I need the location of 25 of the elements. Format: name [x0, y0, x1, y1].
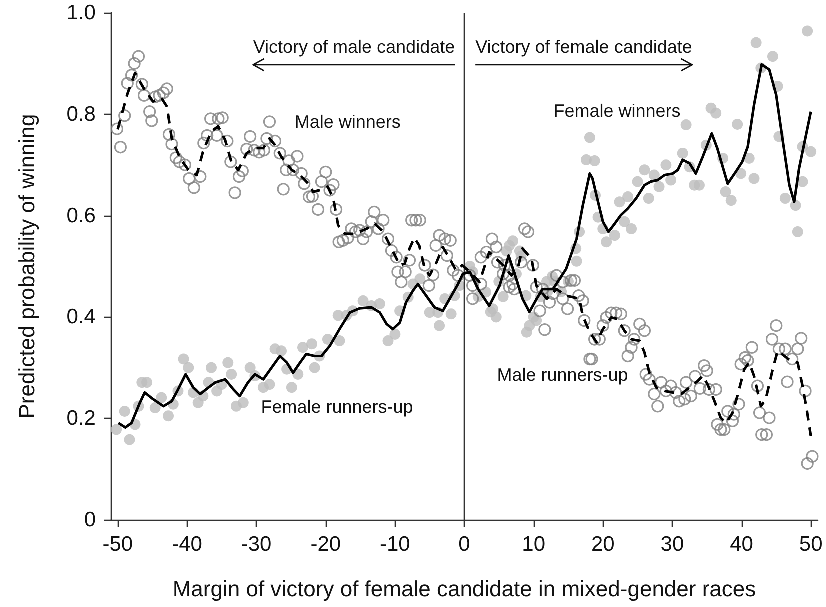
annotation: Male runners-up	[497, 365, 628, 385]
x-tick-label: 10	[522, 533, 546, 556]
y-tick-label: 0.8	[66, 102, 96, 126]
y-tick-label: 0.4	[66, 306, 96, 329]
annotation: Male winners	[294, 112, 401, 132]
y-tick-label: 0	[84, 508, 96, 532]
y-tick-label: 1.0	[66, 2, 96, 24]
x-tick-label: -40	[172, 533, 202, 556]
annotation: Victory of male candidate	[253, 36, 456, 57]
x-tick-label: 40	[730, 533, 754, 556]
y-tick-label: 0.6	[66, 204, 96, 228]
annotation: Female runners-up	[261, 396, 414, 417]
x-tick-label: -50	[102, 533, 134, 556]
x-axis-title: Margin of victory of female candidate in mixed-gender races	[172, 576, 756, 602]
x-tick-label: 30	[660, 533, 684, 556]
x-tick-label: -30	[241, 533, 272, 556]
annotation: Victory of female candidate	[476, 36, 692, 57]
annotation: Female winners	[554, 100, 681, 121]
x-tick-label: 0	[458, 533, 470, 556]
y-tick-label: 0.2	[66, 407, 96, 430]
x-tick-label: -20	[310, 533, 342, 556]
x-tick-label: -10	[380, 533, 410, 556]
y-axis-title: Predicted probability of winning	[14, 114, 40, 419]
x-tick-label: 20	[591, 533, 615, 556]
x-tick-label: 50	[799, 533, 823, 556]
